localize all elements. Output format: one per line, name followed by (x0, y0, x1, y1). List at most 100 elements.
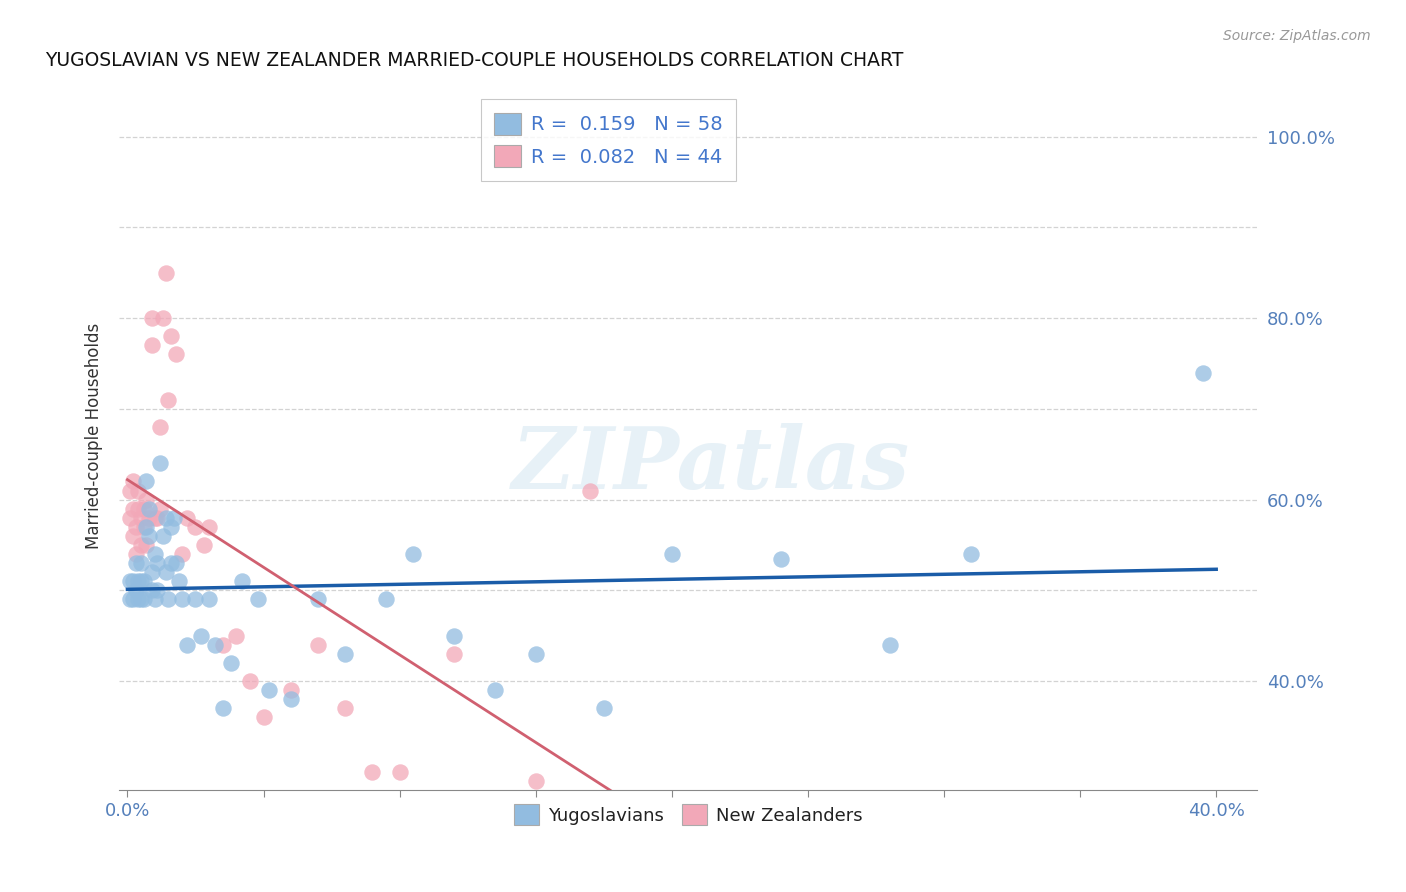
Point (141, 565, 163, 579)
Point (335, 647, 357, 661)
Point (146, 510, 169, 524)
Point (219, 656, 242, 670)
Point (132, 574, 155, 589)
Point (138, 501, 160, 516)
Point (307, 592, 329, 607)
Point (592, 701, 614, 715)
Point (132, 520, 155, 534)
Point (247, 592, 270, 607)
Point (122, 592, 145, 607)
Point (769, 551, 792, 566)
Text: Source: ZipAtlas.com: Source: ZipAtlas.com (1223, 29, 1371, 43)
Point (231, 574, 253, 589)
Point (335, 701, 357, 715)
Point (122, 529, 145, 543)
Point (661, 547, 683, 561)
Point (143, 592, 166, 607)
Point (149, 420, 172, 434)
Point (160, 520, 183, 534)
Point (135, 492, 157, 507)
Point (127, 592, 149, 607)
Point (280, 692, 302, 706)
Point (143, 510, 166, 524)
Point (165, 556, 187, 570)
Point (141, 583, 163, 598)
Point (280, 683, 302, 698)
Point (375, 592, 398, 607)
Point (155, 266, 177, 280)
Point (146, 556, 169, 570)
Point (198, 520, 221, 534)
Point (361, 764, 384, 779)
Point (157, 592, 180, 607)
Point (307, 638, 329, 652)
Point (184, 592, 207, 607)
Y-axis label: Married-couple Households: Married-couple Households (86, 323, 103, 549)
Point (124, 547, 146, 561)
Point (524, 773, 547, 788)
Point (960, 547, 983, 561)
Point (152, 529, 174, 543)
Point (135, 475, 157, 489)
Point (122, 574, 145, 589)
Point (149, 501, 172, 516)
Point (193, 538, 215, 552)
Point (443, 647, 465, 661)
Point (127, 483, 149, 498)
Point (120, 574, 142, 589)
Point (484, 683, 506, 698)
Point (204, 638, 226, 652)
Point (211, 638, 233, 652)
Point (124, 583, 146, 598)
Point (163, 510, 186, 524)
Point (184, 520, 207, 534)
Text: YUGOSLAVIAN VS NEW ZEALANDER MARRIED-COUPLE HOUSEHOLDS CORRELATION CHART: YUGOSLAVIAN VS NEW ZEALANDER MARRIED-COU… (45, 51, 904, 70)
Point (141, 338, 163, 352)
Point (149, 456, 172, 470)
Point (120, 592, 142, 607)
Point (124, 520, 146, 534)
Point (157, 392, 180, 407)
Point (141, 311, 163, 326)
Point (170, 592, 193, 607)
Point (152, 311, 174, 326)
Point (579, 483, 602, 498)
Point (879, 638, 901, 652)
Point (135, 538, 157, 552)
Point (143, 547, 166, 561)
Point (1191, 366, 1213, 380)
Point (388, 764, 411, 779)
Point (122, 501, 145, 516)
Point (132, 592, 155, 607)
Point (190, 629, 212, 643)
Point (122, 475, 145, 489)
Point (160, 329, 183, 343)
Point (120, 510, 142, 524)
Point (211, 701, 233, 715)
Point (257, 683, 280, 698)
Point (225, 629, 247, 643)
Text: ZIPatlas: ZIPatlas (512, 423, 910, 506)
Point (165, 347, 187, 361)
Point (135, 520, 157, 534)
Point (138, 510, 160, 524)
Point (167, 574, 190, 589)
Point (120, 483, 142, 498)
Point (155, 565, 177, 579)
Point (129, 556, 152, 570)
Point (129, 592, 152, 607)
Point (127, 501, 149, 516)
Point (124, 556, 146, 570)
Point (132, 501, 155, 516)
Point (402, 547, 425, 561)
Point (252, 710, 274, 724)
Point (176, 510, 198, 524)
Point (127, 574, 149, 589)
Point (129, 510, 152, 524)
Point (160, 556, 183, 570)
Point (443, 629, 465, 643)
Point (129, 538, 152, 552)
Point (129, 574, 152, 589)
Legend: Yugoslavians, New Zealanders: Yugoslavians, New Zealanders (505, 795, 872, 834)
Point (239, 674, 262, 689)
